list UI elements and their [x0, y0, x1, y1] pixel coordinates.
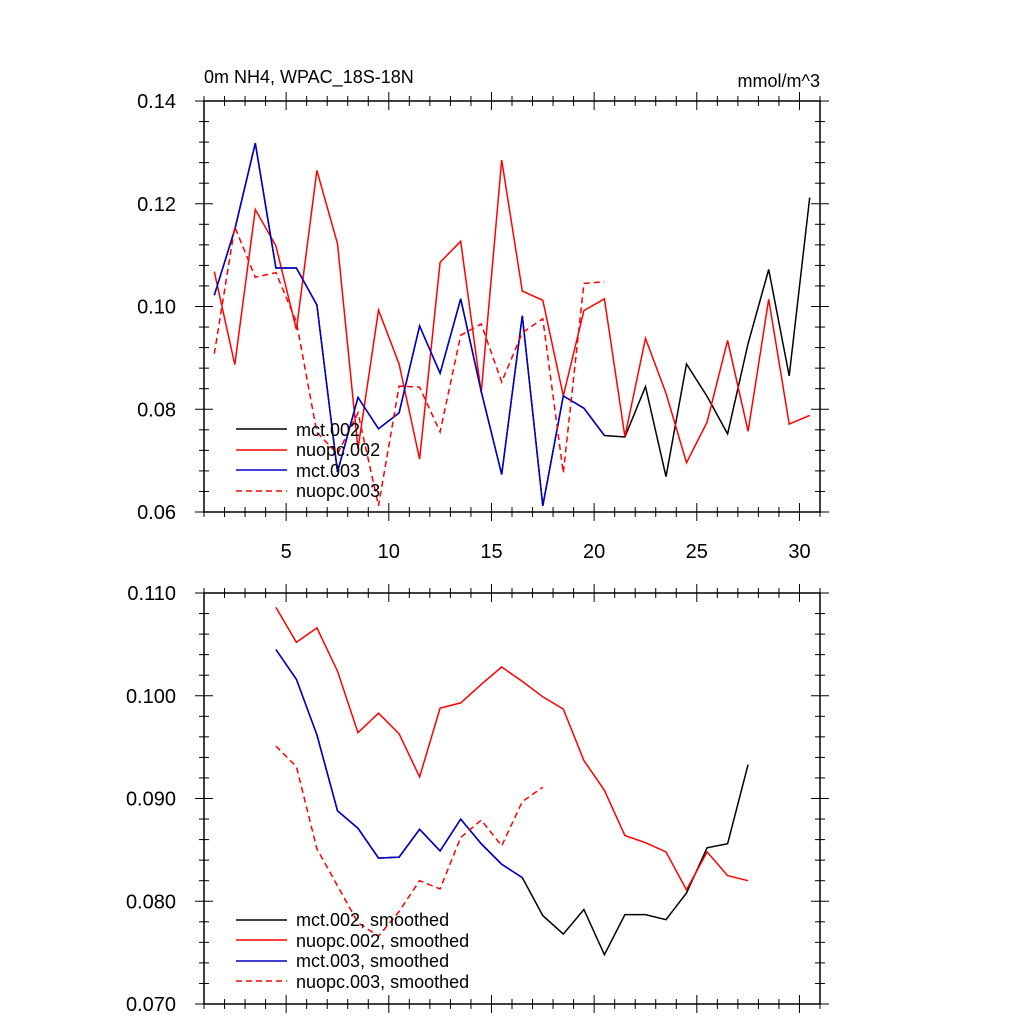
series-line-nuopc-002 — [213, 159, 810, 465]
y-tick-label: 0.080 — [126, 891, 176, 913]
series-line-nuopc-002-smoothed — [275, 607, 749, 892]
y-tick-label: 0.090 — [126, 789, 176, 811]
legend-label-nuopc-003-smoothed: nuopc.003, smoothed — [296, 972, 469, 992]
y-tick-label: 0.100 — [126, 686, 176, 708]
legend-label-mct-003: mct.003 — [296, 461, 360, 481]
series-line-nuopc-003-smoothed — [275, 745, 544, 938]
series-line-mct-003-smoothed — [275, 649, 523, 879]
y-tick-label: 0.08 — [137, 399, 176, 421]
bottom-plot-area: 0.070 0.080 0.090 0.100 0.110 — [126, 583, 829, 1016]
x-tick-label: 30 — [788, 541, 810, 563]
top-legend: mct.002 nuopc.002 mct.003 nuopc.003 — [236, 420, 380, 501]
legend-label-mct-002-smoothed: mct.002, smoothed — [296, 910, 449, 930]
top-plot-area: 5 10 15 20 25 30 0.06 0.08 0.10 0.12 0.14 — [137, 91, 829, 563]
y-tick-label: 0.12 — [137, 194, 176, 216]
series-line-mct-003 — [213, 142, 605, 506]
units-label: mmol/m^3 — [738, 71, 820, 91]
x-tick-label: 10 — [378, 541, 400, 563]
legend-label-nuopc-002-smoothed: nuopc.002, smoothed — [296, 931, 469, 951]
bottom-legend: mct.002, smoothed nuopc.002, smoothed mc… — [236, 910, 469, 992]
y-tick-label: 0.10 — [137, 297, 176, 319]
legend-label-mct-003-smoothed: mct.003, smoothed — [296, 951, 449, 971]
x-tick-label: 15 — [480, 541, 502, 563]
y-tick-label: 0.110 — [127, 583, 176, 605]
y-tick-label: 0.14 — [137, 91, 176, 113]
x-tick-label: 5 — [281, 541, 292, 563]
legend-label-mct-002: mct.002 — [296, 420, 360, 440]
chart-title: 0m NH4, WPAC_18S-18N — [204, 67, 414, 88]
legend-label-nuopc-002: nuopc.002 — [296, 440, 380, 460]
legend-label-nuopc-003: nuopc.003 — [296, 481, 380, 501]
x-tick-label: 20 — [583, 541, 605, 563]
top-panel: 0m NH4, WPAC_18S-18N mmol/m^3 5 10 15 20 25 3… — [137, 67, 829, 563]
y-tick-label: 0.070 — [126, 994, 176, 1016]
y-tick-label: 0.06 — [137, 502, 176, 524]
series-line-mct-002-smoothed — [275, 649, 749, 957]
bottom-panel: 0.070 0.080 0.090 0.100 0.110 mct.002, smoot… — [126, 583, 829, 1016]
x-tick-label: 25 — [686, 541, 708, 563]
series-line-nuopc-003 — [213, 224, 605, 506]
